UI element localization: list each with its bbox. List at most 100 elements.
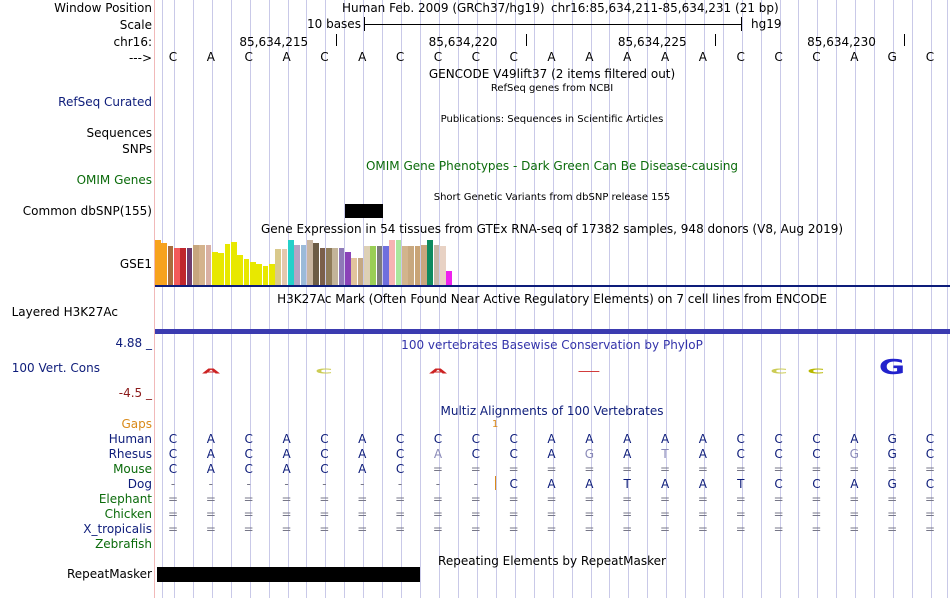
gtex-tissue-bar[interactable] <box>262 266 269 285</box>
gap-count: 1 <box>492 419 499 430</box>
gtex-tissue-bar[interactable] <box>433 245 440 285</box>
gtex-tissue-bar[interactable] <box>218 253 224 285</box>
refseq-curated-label[interactable]: RefSeq Curated <box>58 95 152 109</box>
alignment-base: G <box>887 447 897 461</box>
gtex-tissue-bar[interactable] <box>180 248 186 285</box>
gtex-tissue-bar[interactable] <box>306 240 313 285</box>
alignment-base: A <box>660 477 670 491</box>
repeatmasker-feature[interactable] <box>157 567 420 582</box>
sequences-label[interactable]: Sequences <box>86 126 152 140</box>
gtex-tissue-bar[interactable] <box>256 264 262 285</box>
coordinate-tick <box>904 34 906 46</box>
gtex-tissue-bar[interactable] <box>370 246 376 285</box>
h3k27ac-track-title[interactable]: H3K27Ac Mark (Often Found Near Active Re… <box>277 292 827 306</box>
dbsnp-track-title[interactable]: Short Genetic Variants from dbSNP releas… <box>433 192 671 203</box>
gtex-tissue-bar[interactable] <box>155 240 161 285</box>
refseq-track-title[interactable]: RefSeq genes from NCBI <box>490 83 614 94</box>
vert-cons-label[interactable]: 100 Vert. Cons <box>11 361 100 375</box>
gtex-tissue-bar[interactable] <box>325 248 332 285</box>
common-dbsnp-label[interactable]: Common dbSNP(155) <box>22 204 152 218</box>
h3k27ac-signal[interactable] <box>155 329 950 334</box>
repeatmasker-track-title[interactable]: Repeating Elements by RepeatMasker <box>438 554 666 568</box>
gencode-track-title[interactable]: GENCODE V49lift37 (2 items filtered out) <box>428 67 676 81</box>
gtex-tissue-bar[interactable] <box>230 242 237 285</box>
gtex-tissue-bar[interactable] <box>338 248 345 285</box>
gtex-tissue-bar[interactable] <box>300 245 307 285</box>
gtex-tissue-bar[interactable] <box>420 245 427 285</box>
gridline <box>363 0 364 598</box>
chrom-label: chr16: <box>113 35 152 49</box>
gtex-tissue-bar[interactable] <box>363 246 370 285</box>
gtex-tissue-bar[interactable] <box>376 246 383 285</box>
gtex-tissue-bar[interactable] <box>192 245 199 285</box>
gtex-track-title[interactable]: Gene Expression in 54 tissues from GTEx … <box>260 222 844 236</box>
alignment-base: = <box>735 507 746 521</box>
conservation-letter: A <box>428 367 447 376</box>
species-label: Dog <box>127 477 152 491</box>
gridline <box>761 0 762 598</box>
repeatmasker-label[interactable]: RepeatMasker <box>66 567 152 581</box>
sequence-base: C <box>774 50 783 64</box>
gtex-tissue-bar[interactable] <box>205 245 212 285</box>
alignment-base: = <box>243 507 254 521</box>
alignment-base: = <box>849 507 860 521</box>
gtex-tissue-bar[interactable] <box>446 271 452 285</box>
alignment-base: = <box>924 492 936 506</box>
gtex-expression-bars[interactable] <box>155 237 950 285</box>
gtex-tissue-bar[interactable] <box>332 248 338 285</box>
gtex-tissue-bar[interactable] <box>427 240 433 285</box>
gtex-tissue-bar[interactable] <box>243 259 250 285</box>
alignment-base: C <box>320 432 329 446</box>
gtex-tissue-bar[interactable] <box>268 264 275 285</box>
alignment-base: T <box>661 447 669 461</box>
gtex-tissue-bar[interactable] <box>237 255 243 285</box>
multiz-track-title[interactable]: Multiz Alignments of 100 Vertebrates <box>440 404 664 418</box>
gtex-tissue-bar[interactable] <box>319 248 326 285</box>
gtex-tissue-bar[interactable] <box>401 246 408 285</box>
gtex-tissue-bar[interactable] <box>211 252 218 285</box>
phylop-track-title[interactable]: 100 vertebrates Basewise Conservation by… <box>401 338 703 352</box>
gridline <box>193 0 194 598</box>
gtex-tissue-bar[interactable] <box>281 249 288 285</box>
alignment-base: = <box>395 522 406 536</box>
gtex-tissue-bar[interactable] <box>173 248 180 285</box>
gtex-tissue-bar[interactable] <box>351 258 357 285</box>
dbsnp-feature[interactable] <box>345 204 383 218</box>
alignment-base: = <box>508 492 519 506</box>
alignment-base: = <box>470 507 481 521</box>
gtex-tissue-bar[interactable] <box>275 249 281 285</box>
alignment-base: A <box>282 432 291 446</box>
gtex-tissue-bar[interactable] <box>161 243 168 285</box>
gtex-tissue-bar[interactable] <box>439 246 446 285</box>
gtex-tissue-bar[interactable] <box>414 246 421 285</box>
alignment-base: A <box>623 432 632 446</box>
snps-label[interactable]: SNPs <box>122 142 152 156</box>
gse1-label[interactable]: GSE1 <box>119 257 152 271</box>
gtex-tissue-bar[interactable] <box>344 252 351 285</box>
alignment-base: C <box>244 447 253 461</box>
gtex-tissue-bar[interactable] <box>224 244 231 285</box>
strand-arrow-label[interactable]: ---> <box>128 51 152 65</box>
alignment-base: = <box>167 492 179 506</box>
gtex-tissue-bar[interactable] <box>294 245 300 285</box>
gtex-tissue-bar[interactable] <box>313 243 319 285</box>
gridline <box>496 0 497 598</box>
gtex-tissue-bar[interactable] <box>199 245 205 285</box>
gtex-tissue-bar[interactable] <box>395 240 402 285</box>
gridline <box>420 0 421 598</box>
gtex-tissue-bar[interactable] <box>167 246 174 285</box>
gtex-tissue-bar[interactable] <box>389 240 395 285</box>
gtex-tissue-bar[interactable] <box>287 240 294 285</box>
gtex-tissue-bar[interactable] <box>357 258 364 285</box>
gtex-tissue-bar[interactable] <box>249 262 256 285</box>
gtex-tissue-bar[interactable] <box>186 248 193 285</box>
position-text: chr16:85,634,211-85,634,231 (21 bp) <box>551 1 779 15</box>
layered-h3k27ac-label[interactable]: Layered H3K27Ac <box>11 305 118 319</box>
publications-track-title[interactable]: Publications: Sequences in Scientific Ar… <box>440 114 664 125</box>
omim-genes-label[interactable]: OMIM Genes <box>76 173 152 187</box>
omim-track-title[interactable]: OMIM Gene Phenotypes - Dark Green Can Be… <box>365 159 739 173</box>
gtex-tissue-bar[interactable] <box>408 246 414 285</box>
gridline <box>742 0 743 598</box>
gtex-tissue-bar[interactable] <box>382 246 389 285</box>
